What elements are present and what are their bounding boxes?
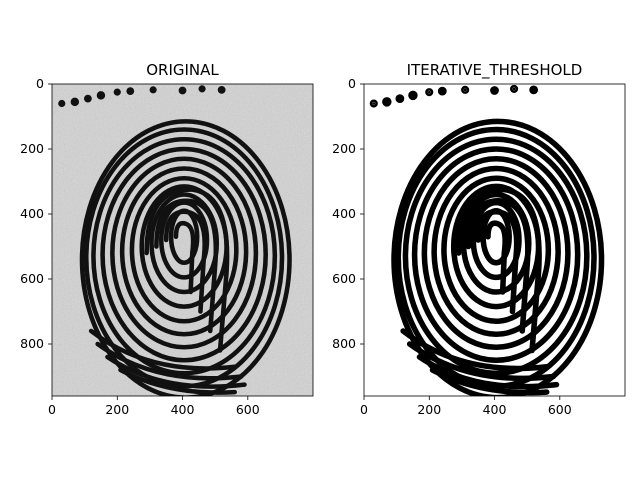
y-tick-label: 800	[332, 336, 356, 351]
panel-title-original: ORIGINAL	[146, 61, 219, 79]
x-axis-original	[51, 396, 249, 400]
x-tick-label: 400	[483, 402, 507, 417]
y-tick-label: 400	[332, 206, 356, 221]
x-tick-label: 600	[548, 402, 572, 417]
x-tick-label: 200	[417, 402, 441, 417]
x-tick-label: 200	[105, 402, 129, 417]
x-tick-label: 0	[360, 402, 368, 417]
y-tick-label: 800	[20, 336, 44, 351]
panel-title-threshold: ITERATIVE_THRESHOLD	[407, 61, 583, 80]
x-tick-label: 400	[171, 402, 195, 417]
y-tick-label: 400	[20, 206, 44, 221]
y-tick-label: 600	[20, 271, 44, 286]
y-axis-original	[48, 83, 52, 345]
x-tick-label: 0	[48, 402, 56, 417]
y-tick-label: 600	[332, 271, 356, 286]
x-tick-label: 600	[236, 402, 260, 417]
y-tick-label: 0	[36, 76, 44, 91]
x-axis-threshold	[363, 396, 561, 400]
original-image	[52, 84, 313, 396]
y-tick-label: 200	[20, 141, 44, 156]
y-axis-threshold	[360, 83, 364, 345]
y-tick-label: 200	[332, 141, 356, 156]
panel-threshold: ITERATIVE_THRESHOLD 0 200 400 600 800	[332, 61, 626, 417]
y-tick-label: 0	[348, 76, 356, 91]
threshold-image	[364, 84, 625, 396]
panel-original: ORIGINAL 0 200 400 600 800	[20, 61, 314, 417]
